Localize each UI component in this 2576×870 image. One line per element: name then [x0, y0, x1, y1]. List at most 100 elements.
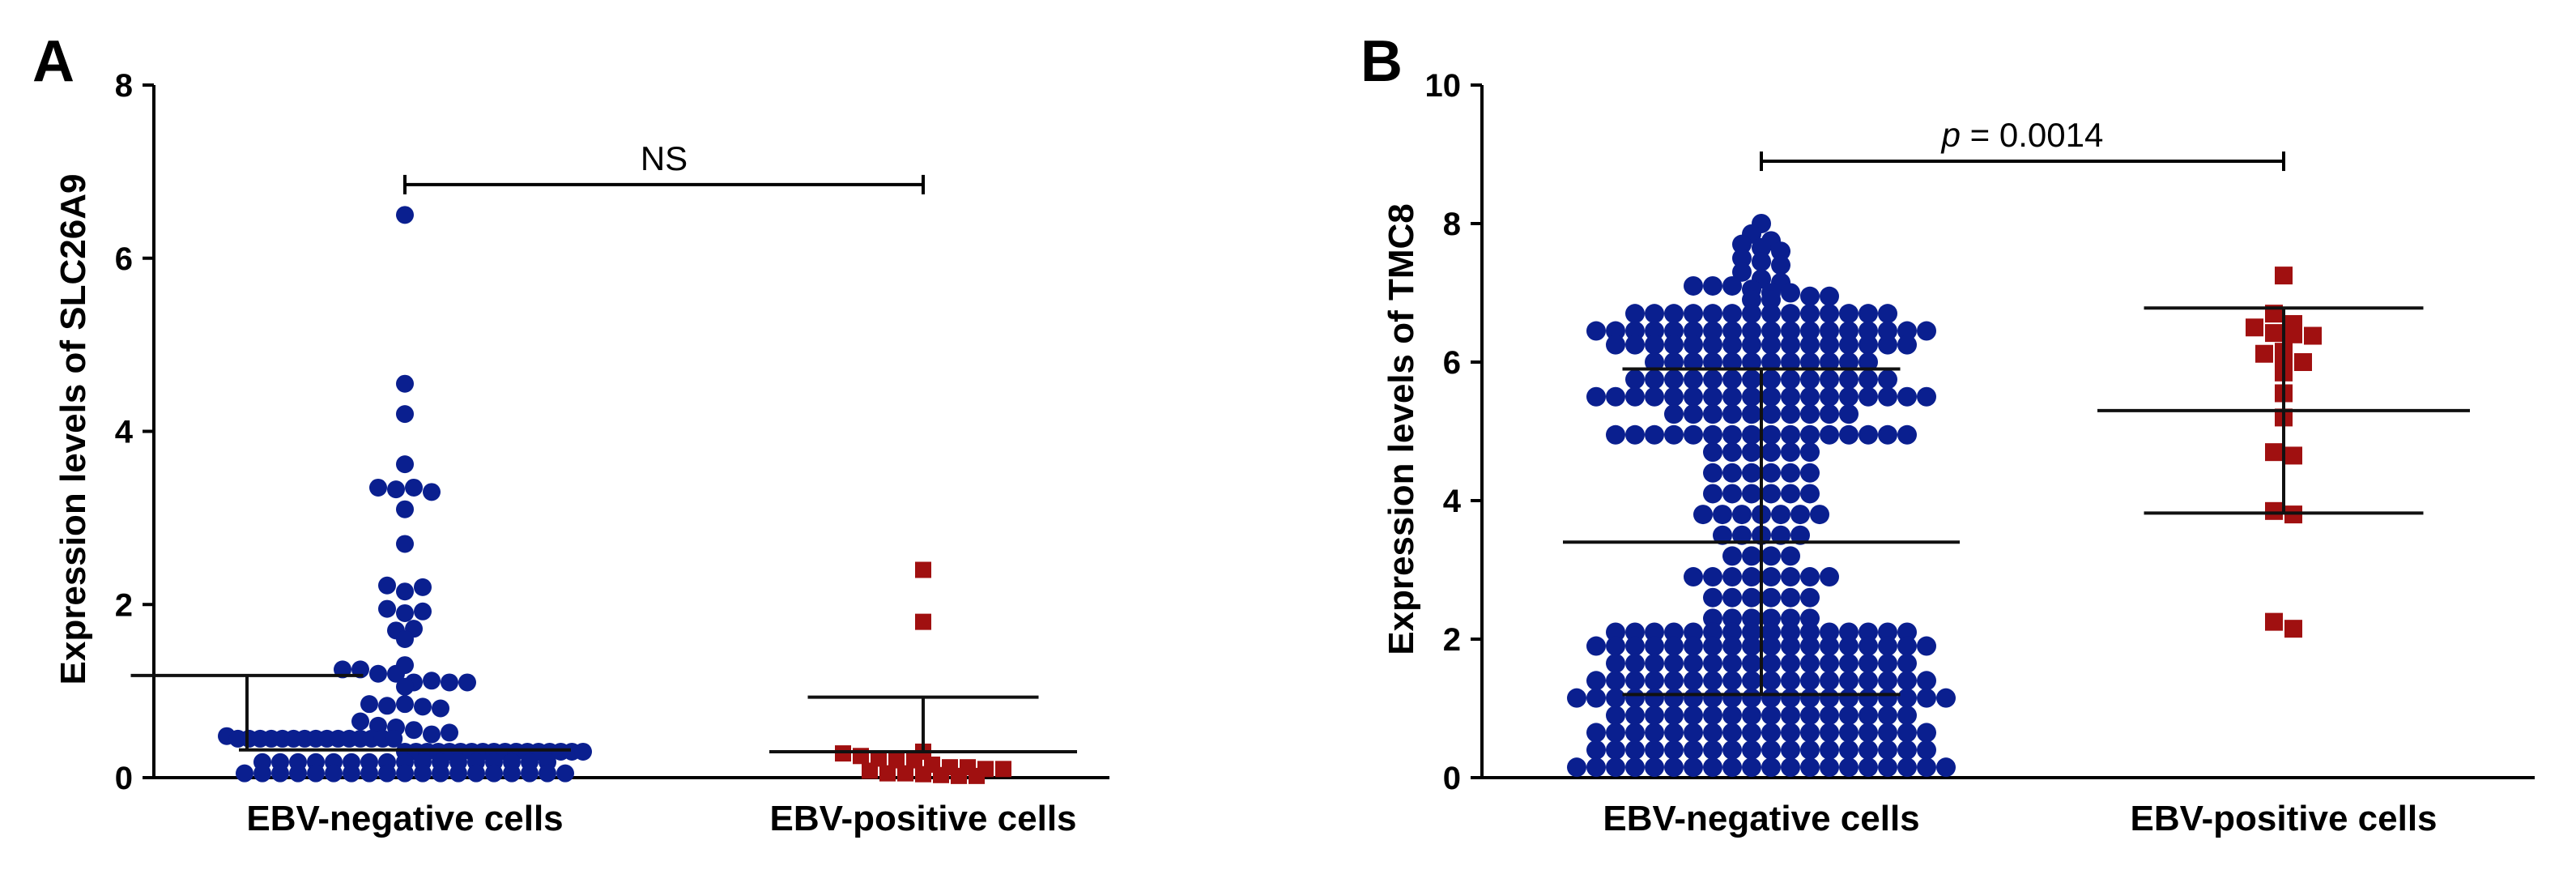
- data-point: [835, 745, 851, 762]
- data-point: [1703, 321, 1722, 341]
- data-point: [1859, 622, 1878, 642]
- data-point: [1645, 386, 1664, 407]
- data-point: [1800, 706, 1820, 726]
- data-point: [1859, 688, 1878, 708]
- panel-a-y-tick-label: 8: [115, 68, 133, 104]
- panel-a-y-tick-label: 0: [115, 761, 133, 796]
- data-point: [1839, 671, 1859, 691]
- panel-b-category-label-positive: EBV-positive cells: [2130, 799, 2437, 838]
- data-point: [1606, 671, 1625, 691]
- data-point: [405, 478, 423, 497]
- data-point: [1606, 723, 1625, 743]
- data-point: [2294, 353, 2312, 371]
- data-point: [1625, 424, 1645, 445]
- data-point: [1820, 688, 1839, 708]
- data-point: [1790, 505, 1810, 525]
- data-point: [1917, 688, 1936, 708]
- data-point: [1839, 321, 1859, 341]
- data-point: [1800, 622, 1820, 642]
- data-point: [1645, 671, 1664, 691]
- panel-b-significance-prefix: p: [1940, 116, 1961, 154]
- data-point: [1606, 757, 1625, 778]
- data-point: [1742, 321, 1761, 341]
- data-point: [396, 677, 414, 696]
- data-point: [1703, 352, 1722, 372]
- data-point: [1742, 304, 1761, 324]
- data-point: [1839, 335, 1859, 355]
- data-point: [396, 455, 414, 474]
- data-point: [1703, 442, 1722, 463]
- data-point: [1761, 290, 1781, 310]
- data-point: [1752, 237, 1771, 258]
- data-point: [1897, 653, 1917, 673]
- data-point: [1586, 671, 1606, 691]
- data-point: [1664, 321, 1684, 341]
- data-point: [1742, 484, 1761, 504]
- data-point: [1684, 321, 1703, 341]
- data-point: [1703, 688, 1722, 708]
- data-point: [1859, 706, 1878, 726]
- data-point: [1800, 653, 1820, 673]
- data-point: [1722, 404, 1742, 424]
- data-point: [1567, 688, 1586, 708]
- data-point: [1732, 262, 1752, 282]
- data-point: [1859, 740, 1878, 760]
- data-point: [1722, 352, 1742, 372]
- data-point: [1839, 352, 1859, 372]
- data-point: [1839, 757, 1859, 778]
- panel-a-category-label-negative: EBV-negative cells: [246, 799, 563, 838]
- data-point: [951, 767, 967, 784]
- data-point: [1800, 608, 1820, 629]
- data-point: [1800, 484, 1820, 504]
- data-point: [1703, 275, 1722, 296]
- data-point: [1917, 757, 1936, 778]
- data-point: [458, 673, 476, 692]
- data-point: [423, 483, 441, 501]
- data-point: [1761, 723, 1781, 743]
- panel-b-y-tick-label: 4: [1443, 484, 1462, 519]
- panel-b-y-tick-label: 0: [1443, 761, 1461, 796]
- data-point: [1645, 636, 1664, 656]
- data-point: [1625, 369, 1645, 390]
- panel-a-axes: [152, 85, 1109, 779]
- data-point: [405, 721, 423, 740]
- data-point: [1897, 706, 1917, 726]
- data-point: [325, 764, 343, 783]
- data-point: [1761, 304, 1781, 324]
- data-point: [1878, 723, 1897, 743]
- data-point: [1722, 546, 1742, 566]
- panel-b-points: [1567, 214, 2322, 778]
- data-point: [1781, 622, 1800, 642]
- data-point: [396, 764, 414, 783]
- panel-b-significance-text: = 0.0014: [1961, 116, 2103, 154]
- data-point: [396, 374, 414, 393]
- data-point: [1625, 653, 1645, 673]
- data-point: [1897, 424, 1917, 445]
- data-point: [1645, 622, 1664, 642]
- data-point: [1742, 369, 1761, 390]
- data-point: [351, 712, 369, 731]
- data-point: [1684, 636, 1703, 656]
- data-point: [1625, 622, 1645, 642]
- data-point: [1703, 757, 1722, 778]
- data-point: [933, 766, 949, 783]
- data-point: [396, 500, 414, 518]
- data-point: [2275, 267, 2293, 285]
- data-point: [1820, 706, 1839, 726]
- data-point: [1761, 587, 1781, 608]
- data-point: [1684, 706, 1703, 726]
- data-point: [423, 672, 441, 690]
- data-point: [1878, 321, 1897, 341]
- data-point: [1820, 757, 1839, 778]
- data-point: [423, 725, 441, 744]
- data-point: [1917, 386, 1936, 407]
- data-point: [1839, 723, 1859, 743]
- data-point: [1897, 723, 1917, 743]
- data-point: [343, 764, 360, 783]
- panel-b-significance-bracket: p = 0.0014: [1760, 116, 2285, 172]
- data-point: [253, 764, 271, 783]
- data-point: [1878, 335, 1897, 355]
- data-point: [1878, 688, 1897, 708]
- data-point: [1781, 636, 1800, 656]
- data-point: [1606, 653, 1625, 673]
